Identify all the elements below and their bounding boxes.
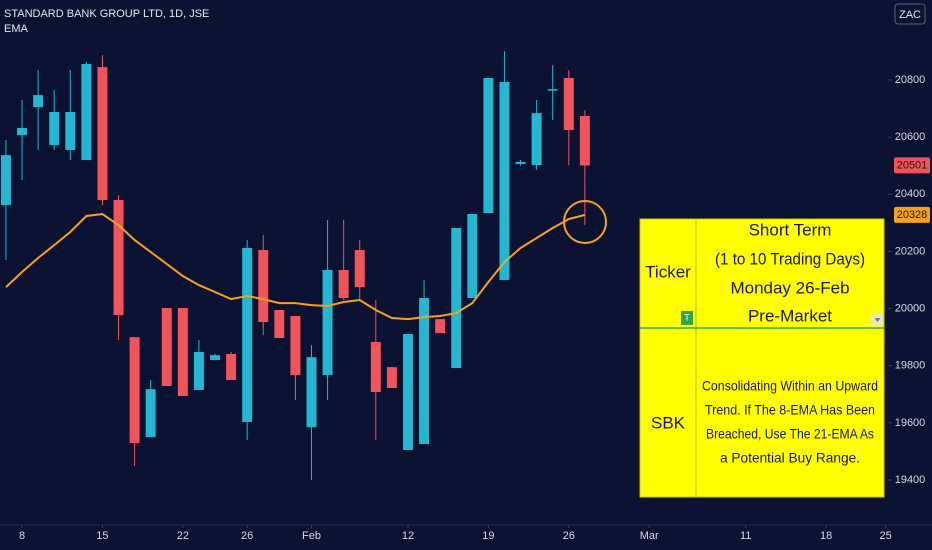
table-row-line: Trend. If The 8-EMA Has Been	[705, 402, 875, 418]
note-table: T Ticker Short Term (1 to 10 Trading Day…	[639, 218, 885, 498]
candle-body	[210, 355, 220, 360]
candle-body	[547, 89, 558, 91]
table-header-line: Pre-Market	[748, 306, 832, 325]
dropdown-arrow	[874, 318, 881, 322]
last-price-badge	[894, 157, 930, 174]
x-tick-label: 25	[879, 530, 891, 542]
candle-body	[242, 248, 253, 422]
table-row-line: Breached, Use The 21-EMA As	[706, 426, 874, 442]
x-tick-label: 18	[820, 530, 832, 542]
candle-body	[531, 113, 542, 166]
candle-body	[322, 270, 333, 376]
candle-body	[145, 389, 156, 438]
candle-body	[386, 367, 397, 388]
candle-body	[563, 78, 574, 130]
candle-body	[193, 352, 204, 390]
x-tick-label: 26	[241, 530, 253, 542]
y-tick-label: 20400	[895, 188, 926, 200]
x-tick-label: 26	[563, 530, 575, 542]
x-tick-label: 12	[402, 530, 414, 542]
candle-body	[338, 270, 349, 298]
x-tick-label: Feb	[302, 530, 321, 542]
y-tick-label: 19600	[895, 417, 926, 429]
table-header-left: Ticker	[645, 262, 691, 281]
candle-body	[370, 342, 381, 392]
table-header-line: Short Term	[749, 220, 832, 239]
candle-body	[17, 128, 28, 136]
candle-body	[419, 298, 430, 444]
x-tick-label: 22	[177, 530, 189, 542]
table-row-line: Consolidating Within an Upward	[702, 378, 878, 394]
candle-body	[226, 354, 237, 380]
table-header-line: (1 to 10 Trading Days)	[715, 249, 865, 268]
candle-body	[97, 67, 108, 201]
chart-title: STANDARD BANK GROUP LTD, 1D, JSE	[4, 8, 209, 20]
last-price-badge-label: 20501	[897, 159, 928, 171]
indicator-label: EMA	[4, 23, 29, 35]
candle-body	[579, 116, 590, 166]
ema-badge-label: 20328	[897, 209, 928, 221]
candle-body	[65, 112, 76, 150]
currency-button[interactable]	[894, 3, 926, 25]
filter-icon[interactable]	[681, 311, 693, 325]
candle-body	[0, 155, 11, 206]
candle-body	[451, 228, 462, 368]
x-tick-label: 8	[19, 530, 25, 542]
candle-body	[499, 82, 510, 280]
candle-body	[258, 250, 269, 322]
x-tick-label: 19	[482, 530, 494, 542]
table-row-line: a Potential Buy Range.	[720, 450, 860, 466]
y-tick-label: 20200	[895, 245, 926, 257]
candle-body	[402, 334, 413, 450]
y-tick-label: 20600	[895, 131, 926, 143]
candle-body	[515, 162, 526, 164]
table-row-left: SBK	[651, 413, 686, 432]
candle-body	[354, 250, 365, 288]
x-tick-label: Mar	[640, 530, 659, 542]
ema-badge	[894, 206, 930, 223]
candle-body	[113, 200, 124, 316]
candle-body	[33, 95, 44, 108]
x-tick-label: 15	[96, 530, 108, 542]
y-tick-label: 19400	[895, 474, 926, 486]
y-tick-label: 19800	[895, 360, 926, 372]
candle-body	[306, 357, 317, 428]
candle-body	[290, 316, 301, 376]
candle-body	[177, 308, 188, 396]
filter-icon-glyph: T	[684, 312, 690, 322]
table-background	[639, 218, 885, 498]
x-tick-label: 11	[740, 530, 751, 542]
candle-body	[81, 64, 92, 160]
candle-body	[483, 78, 494, 214]
candle-body	[161, 308, 172, 386]
plot-area: 19400 19600 19800 20000 20200 20400 20600 20800…	[0, 51, 932, 542]
highlight-circle	[563, 200, 607, 244]
y-tick-label: 20800	[895, 74, 926, 86]
table-header-line: Monday 26-Feb	[730, 278, 849, 297]
candle-body	[129, 337, 140, 444]
candle-body	[435, 319, 446, 334]
candle-body	[467, 214, 478, 298]
candle-body	[274, 310, 285, 338]
ema-line	[5, 212, 586, 321]
y-tick-label: 20000	[895, 302, 926, 314]
currency-label: ZAC	[899, 9, 921, 21]
candle-body	[49, 112, 60, 146]
